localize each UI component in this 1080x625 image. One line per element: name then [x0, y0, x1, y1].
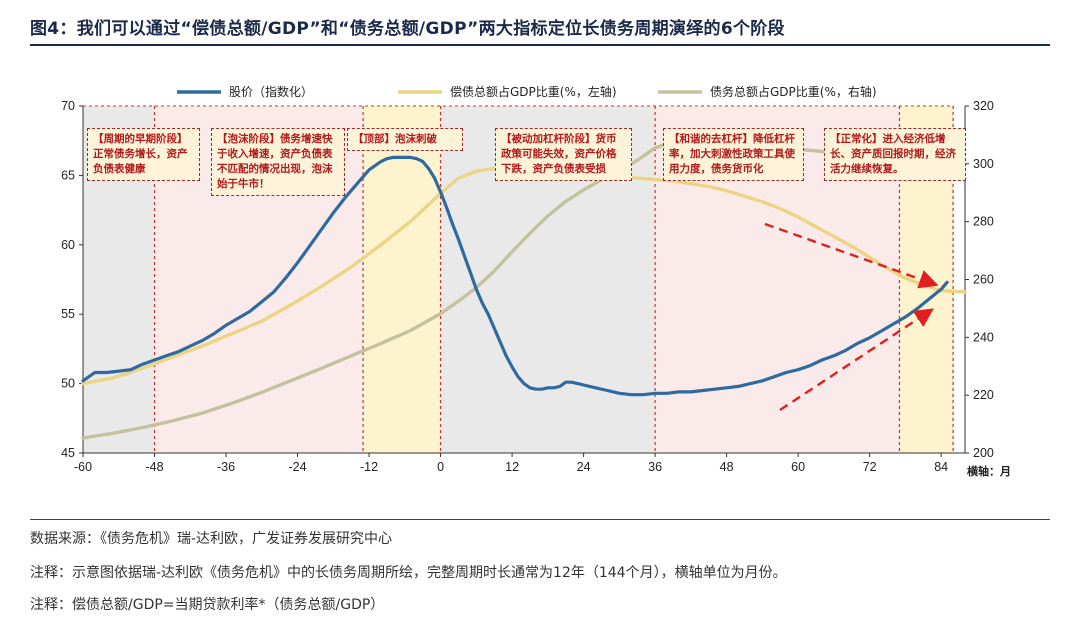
figure-title: 图4：我们可以通过“偿债总额/GDP”和“债务总额/GDP”两大指标定位长债务周…: [30, 19, 785, 39]
phase-annotation: 【被动加杠杆阶段】货币政策可能失效，资产价格下跌，资产负债表受损: [495, 128, 632, 181]
right-axis-tick-label: 200: [973, 446, 994, 460]
method-note: 注释：示意图依据瑞-达利欧《债务危机》中的长债务周期所绘，完整周期时长通常为12…: [30, 565, 787, 581]
phase-annotation: 【周期的早期阶段】正常债务增长，资产负债表健康: [87, 128, 200, 181]
x-axis-tick-label: 12: [505, 460, 519, 474]
x-axis-unit-label: 横轴：月: [967, 464, 1011, 478]
x-axis-tick-label: -24: [289, 460, 307, 474]
left-axis-tick-label: 65: [61, 168, 75, 182]
chart-legend: 股价（指数化） 偿债总额占GDP比重(%，左轴) 债务总额占GDP比重(%，右轴): [177, 84, 877, 99]
left-axis-tick-label: 70: [61, 99, 75, 113]
left-axis-tick-label: 45: [61, 446, 75, 460]
right-axis-tick-label: 320: [973, 99, 994, 113]
x-axis-tick-label: -48: [145, 460, 163, 474]
series-line-0: [81, 155, 949, 397]
right-axis-tick-label: 280: [973, 215, 994, 229]
source-note: 数据来源：《债务危机》瑞-达利欧，广发证券发展研究中心: [30, 531, 393, 547]
legend-label: 债务总额占GDP比重(%，右轴): [710, 84, 877, 99]
phase-annotation: 【泡沫阶段】债务增速快于收入增速，资产负债表不匹配的情况出现，泡沫始于牛市！: [211, 128, 345, 196]
notes-divider: [30, 519, 1050, 520]
legend-label: 股价（指数化）: [229, 84, 313, 99]
x-axis-tick-label: 72: [863, 460, 877, 474]
x-axis-tick-label: 84: [934, 460, 948, 474]
x-axis-tick-label: -36: [217, 460, 235, 474]
phase-annotation: 【正常化】进入经济低增长、资产质回报时期，经济活力继续恢复。: [824, 128, 966, 181]
left-axis-tick-label: 60: [61, 238, 75, 252]
x-axis-tick-label: 48: [720, 460, 734, 474]
formula-note: 注释：偿债总额/GDP=当期贷款利率*（债务总额/GDP）: [30, 597, 385, 613]
legend-label: 偿债总额占GDP比重(%，左轴): [450, 84, 617, 99]
phase-annotation: 【和谐的去杠杆】降低杠杆率，加大刺激性政策工具使用力度，债务货币化: [663, 128, 804, 181]
x-axis-tick-label: 24: [577, 460, 591, 474]
phase-annotation: 【顶部】泡沫刺破: [347, 128, 463, 151]
right-axis-tick-label: 260: [973, 273, 994, 287]
left-axis-tick-label: 50: [61, 377, 75, 391]
x-axis-tick-label: 0: [437, 460, 444, 474]
left-axis-tick-label: 55: [61, 307, 75, 321]
x-axis-tick-label: 60: [791, 460, 805, 474]
right-axis-tick-label: 220: [973, 388, 994, 402]
x-axis-tick-label: -12: [360, 460, 378, 474]
right-axis-tick-label: 240: [973, 330, 994, 344]
title-divider: [30, 44, 1050, 46]
x-axis-tick-label: -60: [74, 460, 92, 474]
x-axis-tick-label: 36: [648, 460, 662, 474]
right-axis-tick-label: 300: [973, 157, 994, 171]
